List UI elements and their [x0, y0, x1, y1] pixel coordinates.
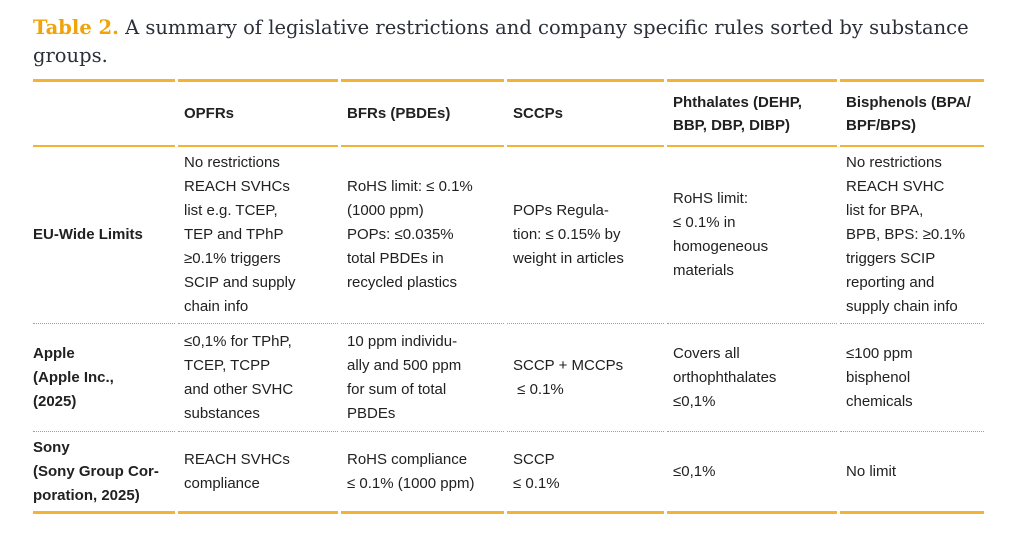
- cell-eu-sccps: POPs Regula- tion: ≤ 0.15% by weight in …: [507, 147, 664, 324]
- cell-eu-opfrs: No restrictions REACH SVHCs list e.g. TC…: [178, 147, 338, 324]
- cell-sony-bfrs: RoHS compliance ≤ 0.1% (1000 ppm): [341, 432, 504, 514]
- cell-sony-phthalates: ≤0,1%: [667, 432, 837, 514]
- cell-eu-bisphenols: No restrictions REACH SVHC list for BPA,…: [840, 147, 984, 324]
- col-header-empty: [33, 79, 175, 147]
- cell-apple-sccps: SCCP + MCCPs ≤ 0.1%: [507, 324, 664, 432]
- row-header-sony: Sony (Sony Group Cor- poration, 2025): [33, 432, 175, 514]
- cell-sony-sccps: SCCP ≤ 0.1%: [507, 432, 664, 514]
- cell-sony-bisphenols: No limit: [840, 432, 984, 514]
- cell-apple-opfrs: ≤0,1% for TPhP, TCEP, TCPP and other SVH…: [178, 324, 338, 432]
- row-header-eu-wide-limits: EU-Wide Limits: [33, 147, 175, 324]
- table-row-apple: Apple (Apple Inc., (2025) ≤0,1% for TPhP…: [33, 324, 984, 432]
- table-header-row: OPFRs BFRs (PBDEs) SCCPs Phthalates (DEH…: [33, 79, 984, 147]
- cell-apple-phthalates: Covers all orthophthalates ≤0,1%: [667, 324, 837, 432]
- cell-apple-bisphenols: ≤100 ppm bisphenol chemicals: [840, 324, 984, 432]
- col-header-opfrs: OPFRs: [178, 79, 338, 147]
- table-caption-text: A summary of legislative restrictions an…: [33, 16, 969, 67]
- col-header-phthalates: Phthalates (DEHP, BBP, DBP, DIBP): [667, 79, 837, 147]
- table-caption-label: Table 2.: [33, 16, 119, 39]
- table-caption: Table 2. A summary of legislative restri…: [33, 14, 990, 70]
- cell-eu-bfrs: RoHS limit: ≤ 0.1% (1000 ppm) POPs: ≤0.0…: [341, 147, 504, 324]
- col-header-bfrs: BFRs (PBDEs): [341, 79, 504, 147]
- table-row-sony: Sony (Sony Group Cor- poration, 2025) RE…: [33, 432, 984, 514]
- col-header-bisphenols: Bisphenols (BPA/ BPF/BPS): [840, 79, 984, 147]
- legislative-restrictions-table: OPFRs BFRs (PBDEs) SCCPs Phthalates (DEH…: [30, 79, 987, 514]
- cell-apple-bfrs: 10 ppm individu- ally and 500 ppm for su…: [341, 324, 504, 432]
- cell-eu-phthalates: RoHS limit: ≤ 0.1% in homogeneous materi…: [667, 147, 837, 324]
- table-row-eu-wide-limits: EU-Wide Limits No restrictions REACH SVH…: [33, 147, 984, 324]
- row-header-apple: Apple (Apple Inc., (2025): [33, 324, 175, 432]
- cell-sony-opfrs: REACH SVHCs compliance: [178, 432, 338, 514]
- col-header-sccps: SCCPs: [507, 79, 664, 147]
